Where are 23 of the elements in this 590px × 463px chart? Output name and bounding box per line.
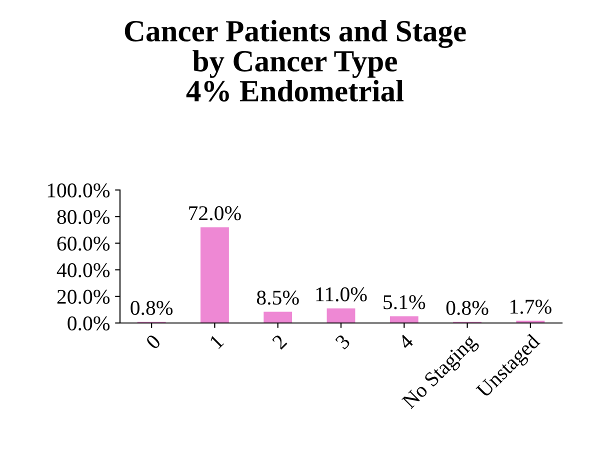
data-label: 5.1%: [384, 295, 426, 310]
data-label: 1.7%: [510, 300, 552, 314]
bar: [390, 316, 418, 323]
bar: [200, 227, 229, 323]
x-tick-label: 4: [398, 333, 414, 350]
data-label: 0.8%: [130, 300, 173, 316]
y-tick-label: 40.0%: [56, 263, 110, 278]
y-tick-label: 0.0%: [68, 316, 110, 331]
x-tick-label: 2: [272, 334, 288, 350]
data-label: 8.5%: [256, 290, 299, 305]
data-label: 72.0%: [189, 206, 241, 220]
x-tick-label: 1: [209, 334, 224, 350]
bar: [264, 312, 292, 323]
bar: [326, 308, 356, 323]
y-tick-label: 80.0%: [57, 210, 110, 224]
chart-title: Cancer Patients and Stage by Cancer Type 4% Endometrial: [124, 20, 466, 102]
y-tick-label: 100.0%: [48, 183, 110, 198]
data-label: 11.0%: [316, 287, 367, 302]
y-tick-label: 20.0%: [57, 290, 110, 304]
data-label: 0.8%: [446, 300, 488, 316]
y-tick-label: 60.0%: [57, 236, 110, 251]
x-tick-label: 3: [334, 334, 351, 350]
x-tick-label: 0: [145, 334, 162, 350]
